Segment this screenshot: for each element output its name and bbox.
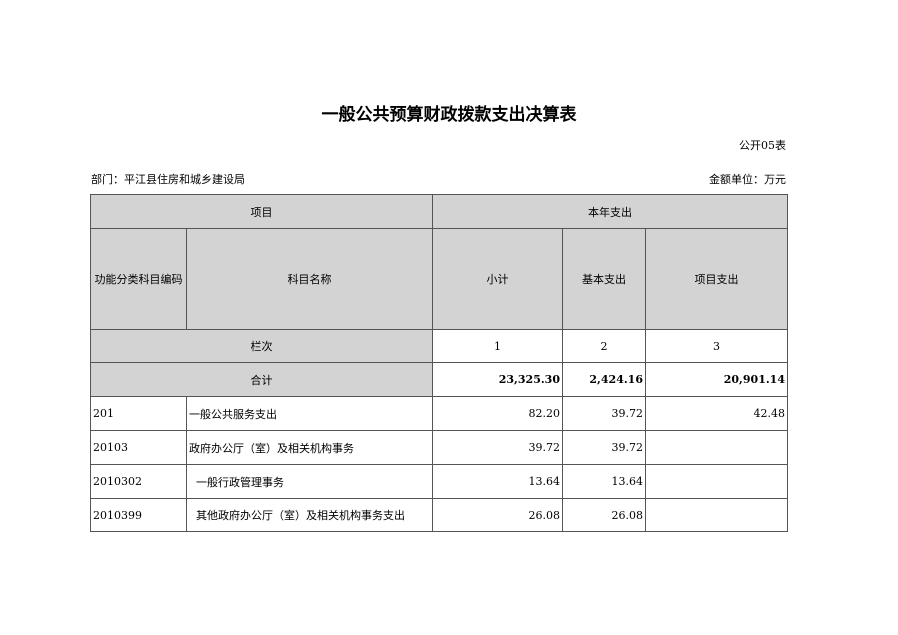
col-index-1: 1 [432,329,563,363]
row-basic: 13.64 [562,464,646,499]
table-row: 2010302 一般行政管理事务 13.64 13.64 [90,464,788,499]
row-basic: 39.72 [562,430,646,465]
header-project-exp: 项目支出 [645,228,788,330]
row-name: 政府办公厅（室）及相关机构事务 [186,430,433,465]
column-index-label: 栏次 [90,329,433,363]
row-subtotal: 82.20 [432,396,563,431]
col-index-3: 3 [645,329,788,363]
col-index-2: 2 [562,329,646,363]
department-label: 部门：平江县住房和城乡建设局 [91,173,245,186]
expenditure-table: 项目 本年支出 功能分类科目编码 科目名称 小计 基本支出 项目支出 栏次 1 … [90,194,788,532]
header-subject-name: 科目名称 [186,228,433,330]
index-row: 栏次 1 2 3 [90,329,788,363]
row-name: 一般公共服务支出 [186,396,433,431]
row-basic: 26.08 [562,498,646,532]
row-project [645,430,788,465]
row-code: 2010399 [90,498,187,532]
row-project: 42.48 [645,396,788,431]
row-project [645,464,788,499]
row-name: 一般行政管理事务 [186,464,433,499]
table-row: 201 一般公共服务支出 82.20 39.72 42.48 [90,396,788,431]
total-subtotal: 23,325.30 [432,362,563,397]
total-project: 20,901.14 [645,362,788,397]
row-name: 其他政府办公厅（室）及相关机构事务支出 [186,498,433,532]
row-code: 2010302 [90,464,187,499]
header-func-code: 功能分类科目编码 [90,228,187,330]
table-row: 20103 政府办公厅（室）及相关机构事务 39.72 39.72 [90,430,788,465]
header-basic: 基本支出 [562,228,646,330]
header-project: 项目 [90,194,433,229]
table-row: 2010399 其他政府办公厅（室）及相关机构事务支出 26.08 26.08 [90,498,788,532]
total-basic: 2,424.16 [562,362,646,397]
total-row: 合计 23,325.30 2,424.16 20,901.14 [90,362,788,397]
row-project [645,498,788,532]
unit-label: 金额单位：万元 [709,173,786,186]
row-subtotal: 13.64 [432,464,563,499]
header-row: 功能分类科目编码 科目名称 小计 基本支出 项目支出 [90,228,788,330]
page-title: 一般公共预算财政拨款支出决算表 [321,105,577,125]
row-code: 20103 [90,430,187,465]
header-current-year: 本年支出 [432,194,788,229]
total-label: 合计 [90,362,433,397]
form-code: 公开05表 [739,139,786,152]
row-subtotal: 39.72 [432,430,563,465]
row-code: 201 [90,396,187,431]
row-subtotal: 26.08 [432,498,563,532]
row-basic: 39.72 [562,396,646,431]
header-subtotal: 小计 [432,228,563,330]
header-row: 项目 本年支出 [90,194,788,229]
